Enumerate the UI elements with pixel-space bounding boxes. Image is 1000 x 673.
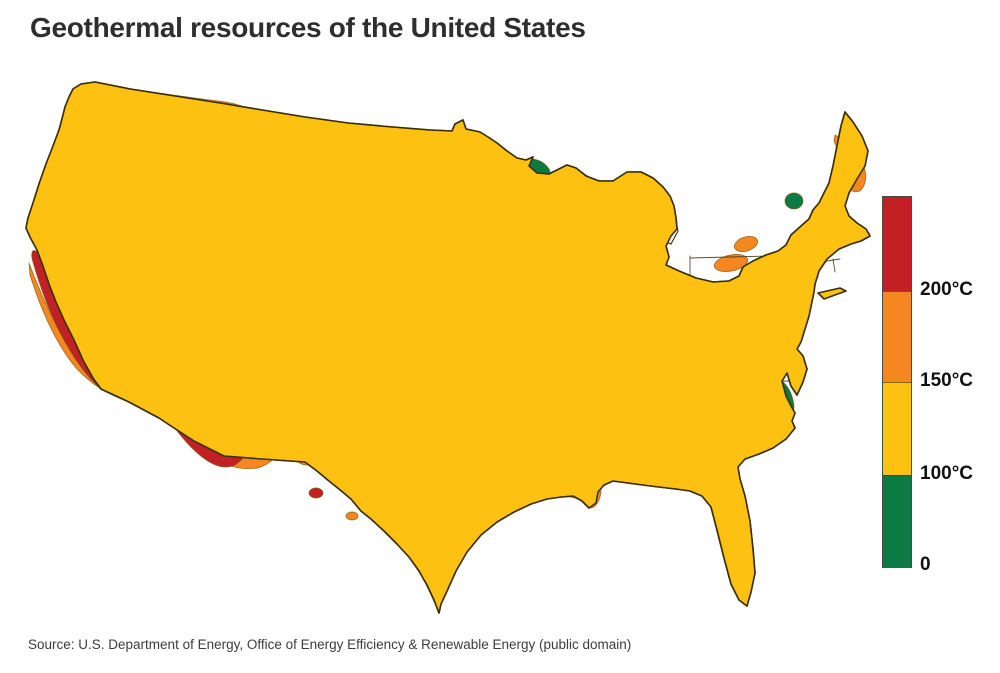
legend-label-150c: 150°C <box>920 370 974 391</box>
legend-label-100c: 100°C <box>920 463 974 484</box>
legend-label-0: 0 <box>920 554 931 575</box>
legend-swatch-above-200c <box>883 197 911 291</box>
page-title: Geothermal resources of the United State… <box>30 12 586 43</box>
legend-label-200c: 200°C <box>920 279 974 300</box>
temperature-legend: 200°C 150°C 100°C 0 <box>882 196 1000 576</box>
source-attribution: Source: U.S. Department of Energy, Offic… <box>28 637 632 652</box>
legend-swatch-150-200c <box>883 291 911 383</box>
legend-swatch-100-150c <box>883 382 911 476</box>
legend-swatch-0-100c <box>883 475 911 568</box>
us-outline-stroke <box>25 81 871 614</box>
legend-color-bar <box>882 196 912 568</box>
long-island <box>817 287 847 300</box>
